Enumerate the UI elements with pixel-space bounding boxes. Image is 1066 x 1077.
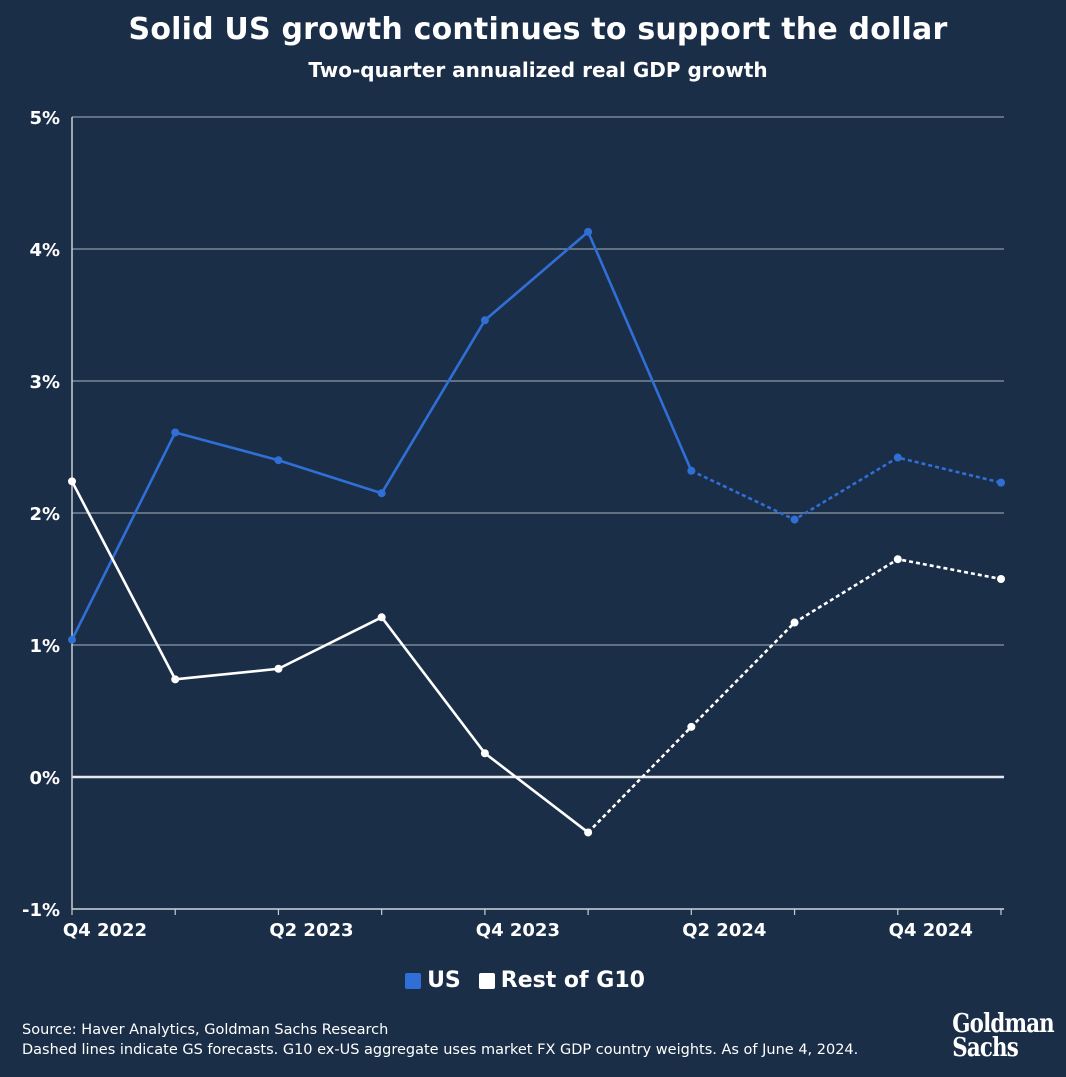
axes: -1% 0% 1% 2% 3% 4% 5% Q4 2022 Q2 2023 Q4 2023 Q2 2…	[22, 108, 1004, 941]
data-point-us	[790, 515, 799, 524]
legend-swatch-rest-of-g10	[478, 972, 495, 989]
y-tick-label: 5%	[29, 108, 60, 129]
y-tick-label: 1%	[29, 636, 60, 657]
series-line-rest-of-g10-actual	[70, 480, 589, 834]
goldman-sachs-logo: Goldman Sachs	[952, 1009, 1054, 1063]
legend-label-us: US	[427, 968, 461, 993]
data-point-us	[171, 428, 180, 437]
series-line-us-actual	[70, 230, 693, 641]
x-tick-label: Q4 2023	[476, 920, 560, 941]
legend-label-rest-of-g10: Rest of G10	[500, 968, 645, 993]
y-tick-label: -1%	[22, 900, 60, 921]
footer-notes: Source: Haver Analytics, Goldman Sachs R…	[22, 1020, 858, 1060]
logo-line-1: Goldman	[952, 1009, 1054, 1039]
data-point-rest-of-g10	[687, 722, 696, 731]
data-point-us	[68, 635, 76, 644]
x-tick-label: Q2 2024	[682, 920, 766, 941]
line-chart: -1% 0% 1% 2% 3% 4% 5% Q4 2022 Q2 2023 Q4 2023 Q2 2…	[22, 108, 1005, 941]
x-tick-label: Q4 2022	[63, 920, 147, 941]
data-point-us	[893, 453, 902, 462]
legend-swatch-us	[405, 972, 422, 989]
chart-title: Solid US growth continues to support the…	[128, 12, 948, 47]
data-point-rest-of-g10	[893, 555, 902, 564]
data-point-rest-of-g10	[68, 477, 76, 486]
data-point-rest-of-g10	[997, 575, 1005, 583]
y-tick-label: 0%	[29, 768, 60, 789]
legend-item-us[interactable]: US	[405, 968, 461, 993]
logo-line-2: Sachs	[952, 1033, 1019, 1063]
data-point-us	[274, 456, 283, 465]
data-point-rest-of-g10	[171, 675, 180, 684]
data-point-us	[997, 478, 1005, 487]
data-point-us	[480, 316, 489, 325]
legend-item-rest-of-g10[interactable]: Rest of G10	[478, 968, 645, 993]
forecast-note: Dashed lines indicate GS forecasts. G10 …	[22, 1042, 859, 1058]
x-tick-label: Q4 2024	[889, 920, 973, 941]
source-note: Source: Haver Analytics, Goldman Sachs R…	[22, 1022, 389, 1038]
data-point-us	[584, 227, 593, 236]
data-point-rest-of-g10	[274, 664, 283, 673]
legend: US Rest of G10	[0, 968, 1050, 993]
data-point-us	[687, 466, 696, 475]
series-line-us-forecast	[690, 456, 1002, 522]
y-tick-label: 3%	[29, 372, 60, 393]
data-point-rest-of-g10	[584, 828, 593, 837]
gridlines	[72, 116, 1004, 910]
series-line-rest-of-g10-forecast	[587, 557, 1002, 834]
x-tick-label: Q2 2023	[269, 920, 353, 941]
data-point-rest-of-g10	[377, 613, 386, 622]
series-lines	[68, 227, 1005, 837]
chart-subtitle: Two-quarter annualized real GDP growth	[308, 58, 768, 82]
data-point-rest-of-g10	[790, 618, 799, 627]
data-point-us	[377, 489, 386, 498]
y-tick-label: 2%	[29, 504, 60, 525]
y-tick-label: 4%	[29, 240, 60, 261]
data-point-rest-of-g10	[480, 749, 489, 758]
